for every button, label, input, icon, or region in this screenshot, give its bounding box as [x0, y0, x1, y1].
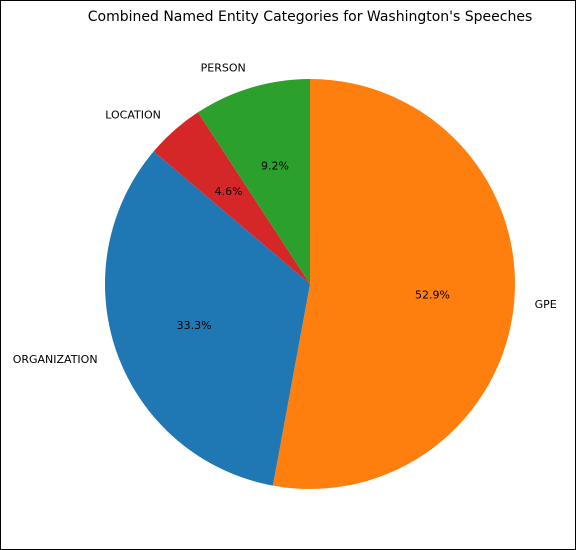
pie-slice-gpe	[272, 79, 515, 490]
pie-slice-location	[153, 112, 310, 284]
pie-pct-label-location: 4.6%	[215, 185, 243, 198]
chart-title: Combined Named Entity Categories for Was…	[88, 9, 533, 25]
pie-pct-label-organization: 33.3%	[177, 319, 212, 332]
pie-category-label-organization: ORGANIZATION	[13, 353, 98, 366]
pie-labels: 52.9% GPE 33.3% ORGANIZATION 4.6% LOCATION 9.2…	[13, 61, 557, 366]
pie-slices	[104, 79, 515, 490]
pie-category-label-location: LOCATION	[105, 108, 161, 121]
pie-slice-organization	[104, 151, 310, 486]
pie-pct-label-person: 9.2%	[261, 160, 289, 173]
pie-slice-person	[197, 79, 310, 284]
pie-pct-label-gpe: 52.9%	[415, 289, 450, 302]
pie-category-label-person: PERSON	[201, 61, 246, 74]
pie-category-label-gpe: GPE	[535, 298, 557, 311]
